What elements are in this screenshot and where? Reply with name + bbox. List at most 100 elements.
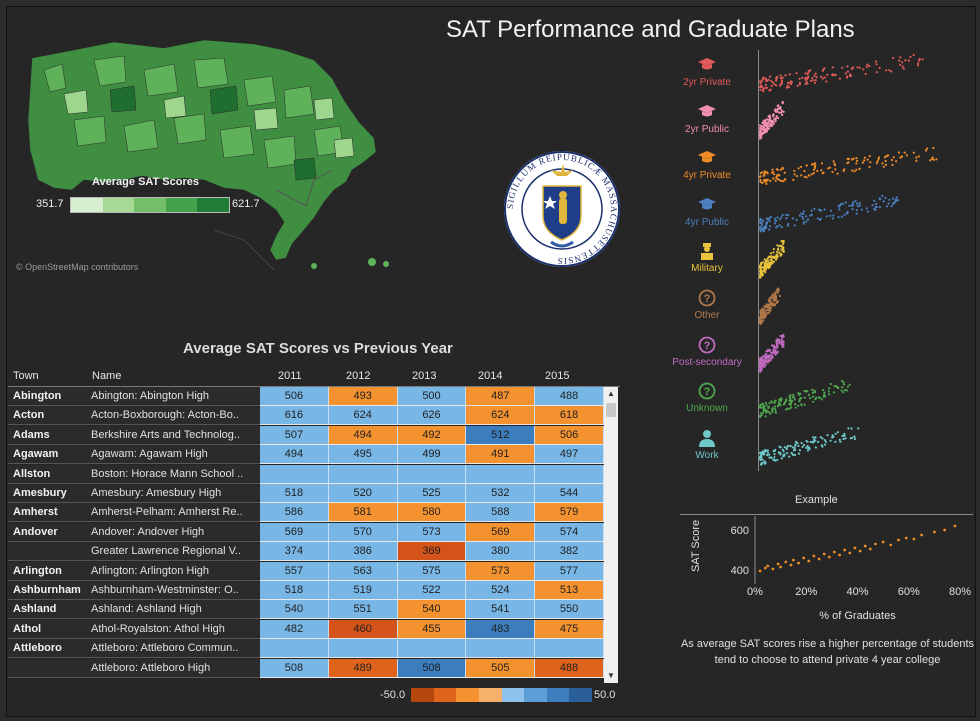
score-cell[interactable]: 544: [535, 484, 604, 502]
table-row[interactable]: Attleboro: Attleboro High 508 489 508 505 488: [8, 658, 620, 678]
score-cell[interactable]: 575: [397, 561, 467, 580]
score-cell[interactable]: 570: [328, 522, 398, 541]
score-cell[interactable]: 618: [535, 406, 604, 425]
score-cell[interactable]: 507: [260, 425, 329, 444]
table-scrollbar[interactable]: ▲ ▼: [604, 387, 618, 683]
score-cell[interactable]: 483: [466, 619, 536, 638]
column-header[interactable]: Town: [13, 370, 39, 382]
score-cell[interactable]: [397, 639, 467, 658]
example-scatter-chart[interactable]: 600 400 0% 20% 40% 60% 80% % of Graduates: [650, 490, 975, 630]
score-cell[interactable]: [328, 639, 398, 658]
score-cell[interactable]: 532: [466, 484, 536, 502]
score-cell[interactable]: 574: [535, 522, 604, 541]
score-cell[interactable]: 580: [397, 503, 467, 522]
table-row[interactable]: Adams Berkshire Arts and Technolog.. 507 49…: [8, 425, 620, 445]
score-cell[interactable]: [535, 464, 604, 483]
score-cell[interactable]: 489: [328, 658, 398, 677]
score-cell[interactable]: [466, 639, 536, 658]
score-cell[interactable]: 550: [535, 600, 604, 619]
score-cell[interactable]: 522: [397, 581, 467, 599]
score-cell[interactable]: 505: [466, 658, 536, 677]
table-row[interactable]: Agawam Agawam: Agawam High 494 495 499 491 497: [8, 445, 620, 465]
score-cell[interactable]: 518: [260, 484, 329, 502]
score-cell[interactable]: 494: [260, 445, 329, 464]
table-row[interactable]: Acton Acton-Boxborough: Acton-Bo.. 616 624 6…: [8, 406, 620, 426]
sat-table[interactable]: Abington Abington: Abington High 506 493 500…: [8, 387, 620, 683]
score-cell[interactable]: 577: [535, 561, 604, 580]
column-header[interactable]: 2013: [412, 370, 437, 382]
table-row[interactable]: Andover Andover: Andover High 569 570 573 569…: [8, 522, 620, 542]
scroll-up-icon[interactable]: ▲: [607, 389, 615, 398]
score-cell[interactable]: 499: [397, 445, 467, 464]
score-cell[interactable]: 495: [328, 445, 398, 464]
table-row[interactable]: Ashburnham Ashburnham-Westminster: O.. 518…: [8, 581, 620, 600]
score-cell[interactable]: 512: [466, 425, 536, 444]
column-header[interactable]: 2015: [545, 370, 570, 382]
score-cell[interactable]: 573: [466, 561, 536, 580]
score-cell[interactable]: [397, 464, 467, 483]
score-cell[interactable]: 541: [466, 600, 536, 619]
score-cell[interactable]: 500: [397, 387, 467, 405]
score-cell[interactable]: 573: [397, 522, 467, 541]
score-cell[interactable]: 506: [535, 425, 604, 444]
plan-row[interactable]: 2yr Public: [650, 96, 970, 145]
score-cell[interactable]: [260, 639, 329, 658]
score-cell[interactable]: 588: [466, 503, 536, 522]
score-cell[interactable]: 525: [397, 484, 467, 502]
plan-row[interactable]: ? Unknown: [650, 376, 970, 425]
score-cell[interactable]: [466, 464, 536, 483]
score-cell[interactable]: 492: [397, 425, 467, 444]
score-cell[interactable]: 380: [466, 542, 536, 561]
score-cell[interactable]: 519: [328, 581, 398, 599]
score-cell[interactable]: 569: [466, 522, 536, 541]
column-header[interactable]: 2011: [278, 370, 302, 382]
score-cell[interactable]: 563: [328, 561, 398, 580]
score-cell[interactable]: 569: [260, 522, 329, 541]
plan-row[interactable]: Military: [650, 236, 970, 285]
plan-row[interactable]: 4yr Private: [650, 143, 970, 192]
scroll-thumb[interactable]: [606, 403, 616, 417]
score-cell[interactable]: 482: [260, 619, 329, 638]
score-cell[interactable]: [535, 639, 604, 658]
score-cell[interactable]: 513: [535, 581, 604, 599]
score-cell[interactable]: 626: [397, 406, 467, 425]
score-cell[interactable]: 581: [328, 503, 398, 522]
score-cell[interactable]: 508: [260, 658, 329, 677]
score-cell[interactable]: 508: [397, 658, 467, 677]
table-row[interactable]: Greater Lawrence Regional V.. 374 386 369 38…: [8, 542, 620, 562]
table-row[interactable]: Amesbury Amesbury: Amesbury High 518 520 525…: [8, 484, 620, 503]
plan-row[interactable]: 2yr Private: [650, 50, 970, 98]
score-cell[interactable]: 369: [397, 542, 467, 561]
score-cell[interactable]: 382: [535, 542, 604, 561]
score-cell[interactable]: 487: [466, 387, 536, 405]
score-cell[interactable]: 624: [466, 406, 536, 425]
score-cell[interactable]: 488: [535, 387, 604, 405]
score-cell[interactable]: 493: [328, 387, 398, 405]
column-header[interactable]: Name: [92, 370, 122, 382]
score-cell[interactable]: 518: [260, 581, 329, 599]
score-cell[interactable]: [260, 464, 329, 483]
column-header[interactable]: 2012: [346, 370, 371, 382]
table-row[interactable]: Allston Boston: Horace Mann School ..: [8, 464, 620, 484]
table-row[interactable]: Amherst Amherst-Pelham: Amherst Re.. 586 58…: [8, 503, 620, 523]
score-cell[interactable]: 586: [260, 503, 329, 522]
plan-row[interactable]: Work: [650, 422, 970, 471]
plan-row[interactable]: ? Other: [650, 283, 970, 331]
plan-row[interactable]: ? Post-secondary: [650, 329, 970, 378]
score-cell[interactable]: 557: [260, 561, 329, 580]
score-cell[interactable]: 374: [260, 542, 329, 561]
score-cell[interactable]: 551: [328, 600, 398, 619]
score-cell[interactable]: 579: [535, 503, 604, 522]
score-cell[interactable]: 540: [260, 600, 329, 619]
score-cell[interactable]: 520: [328, 484, 398, 502]
table-row[interactable]: Attleboro Attleboro: Attleboro Commun..: [8, 639, 620, 659]
score-cell[interactable]: 497: [535, 445, 604, 464]
massachusetts-sat-map[interactable]: [14, 30, 444, 290]
table-row[interactable]: Athol Athol-Royalston: Athol High 482 460 45…: [8, 619, 620, 639]
plan-row[interactable]: 4yr Public: [650, 189, 970, 238]
score-cell[interactable]: 524: [466, 581, 536, 599]
score-cell[interactable]: 506: [260, 387, 329, 405]
score-cell[interactable]: 475: [535, 619, 604, 638]
score-cell[interactable]: 455: [397, 619, 467, 638]
score-cell[interactable]: 540: [397, 600, 467, 619]
